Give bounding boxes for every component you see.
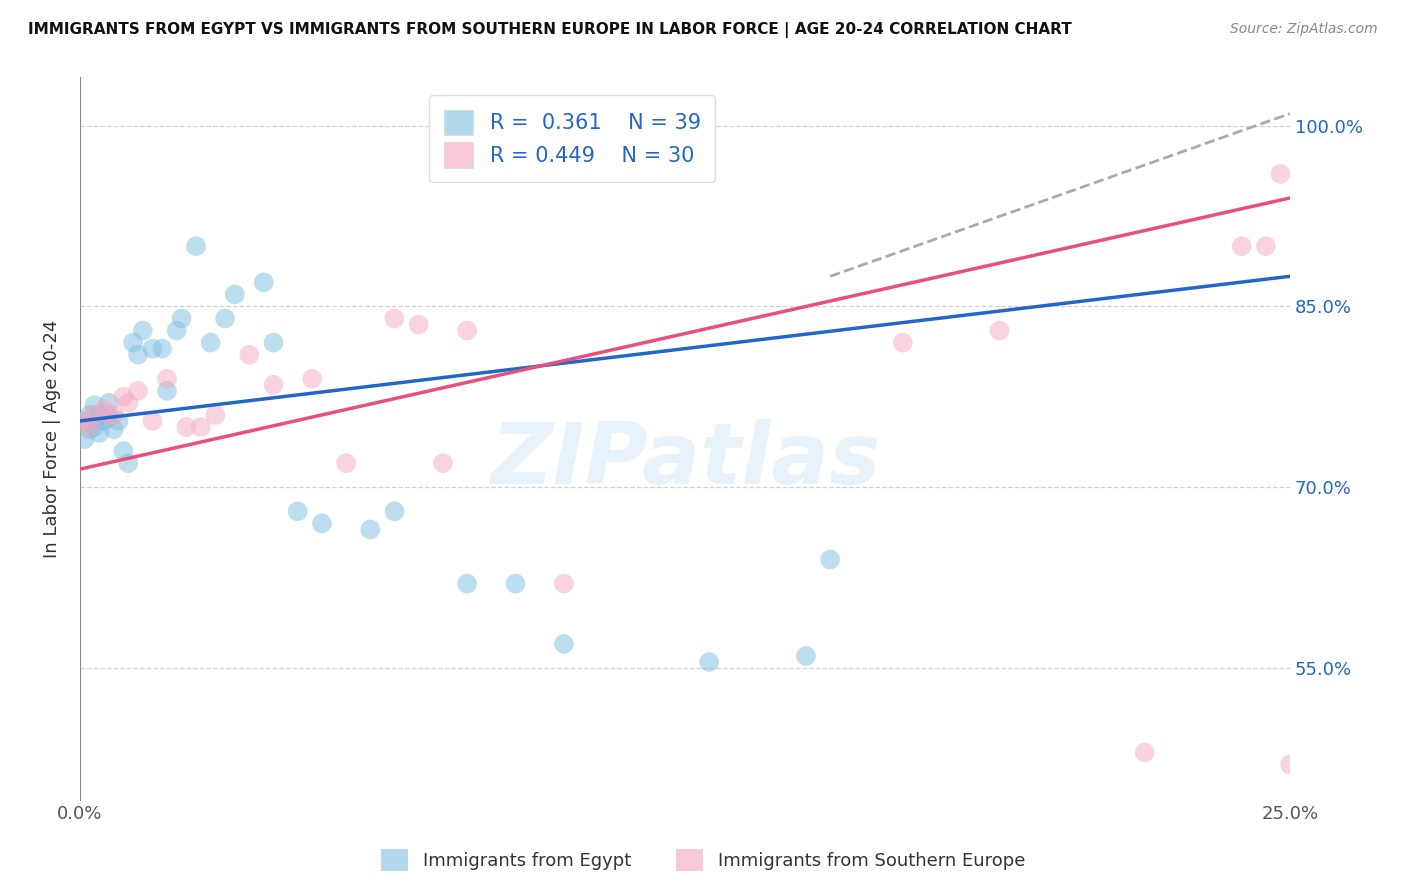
Point (238, 348, 260, 362)
Point (200, 335, 222, 350)
Point (141, 342, 163, 356)
Point (287, 504, 309, 518)
Point (83, 420, 105, 434)
Point (408, 318, 430, 332)
Point (1133, 746, 1156, 760)
Point (73, 432, 96, 446)
Point (335, 456, 357, 470)
Point (253, 276, 276, 290)
Point (170, 311, 193, 326)
Point (988, 324, 1011, 338)
Point (553, 576, 575, 591)
Point (79, 422, 101, 436)
Text: IMMIGRANTS FROM EGYPT VS IMMIGRANTS FROM SOUTHERN EUROPE IN LABOR FORCE | AGE 20: IMMIGRANTS FROM EGYPT VS IMMIGRANTS FROM… (28, 22, 1071, 38)
Point (103, 422, 125, 436)
Point (311, 516, 333, 531)
Point (1279, 757, 1302, 772)
Point (132, 324, 155, 338)
Point (107, 414, 129, 428)
Text: Source: ZipAtlas.com: Source: ZipAtlas.com (1230, 22, 1378, 37)
Point (79, 408, 101, 422)
Point (166, 324, 188, 338)
Point (89, 408, 111, 422)
Point (432, 456, 454, 470)
Point (818, 552, 841, 566)
Point (150, 342, 173, 356)
Point (263, 335, 285, 350)
Point (1254, 239, 1277, 253)
Point (456, 324, 478, 338)
Point (73, 414, 96, 428)
Point (93, 401, 115, 416)
Point (505, 576, 527, 591)
Point (97, 408, 120, 422)
Point (117, 396, 139, 410)
Point (79, 420, 101, 434)
Point (204, 408, 226, 422)
Point (103, 408, 125, 422)
Point (127, 348, 149, 362)
Point (891, 335, 914, 350)
Point (122, 335, 145, 350)
Point (190, 420, 212, 434)
Point (214, 311, 236, 326)
Point (97, 410, 120, 425)
Point (112, 444, 135, 458)
Point (176, 420, 198, 434)
Legend: R =  0.361    N = 39, R = 0.449    N = 30: R = 0.361 N = 39, R = 0.449 N = 30 (429, 95, 716, 182)
Point (156, 372, 179, 386)
Point (1270, 167, 1292, 181)
Point (117, 456, 139, 470)
Point (301, 372, 323, 386)
Point (83, 408, 105, 422)
Legend: Immigrants from Egypt, Immigrants from Southern Europe: Immigrants from Egypt, Immigrants from S… (374, 842, 1032, 879)
Point (93, 414, 115, 428)
Point (224, 287, 246, 301)
Point (184, 239, 207, 253)
Point (794, 648, 817, 663)
Point (127, 384, 149, 398)
Point (359, 523, 381, 537)
Point (89, 425, 111, 440)
Point (697, 655, 720, 669)
Point (384, 504, 406, 518)
Point (112, 390, 135, 404)
Point (141, 414, 163, 428)
Point (156, 384, 179, 398)
Point (73, 414, 96, 428)
Point (263, 377, 285, 392)
Point (1230, 239, 1253, 253)
Point (97, 396, 120, 410)
Point (83, 398, 105, 412)
Point (384, 311, 406, 326)
Text: ZIPatlas: ZIPatlas (489, 419, 880, 502)
Y-axis label: In Labor Force | Age 20-24: In Labor Force | Age 20-24 (44, 320, 60, 558)
Point (553, 637, 575, 651)
Point (456, 576, 478, 591)
